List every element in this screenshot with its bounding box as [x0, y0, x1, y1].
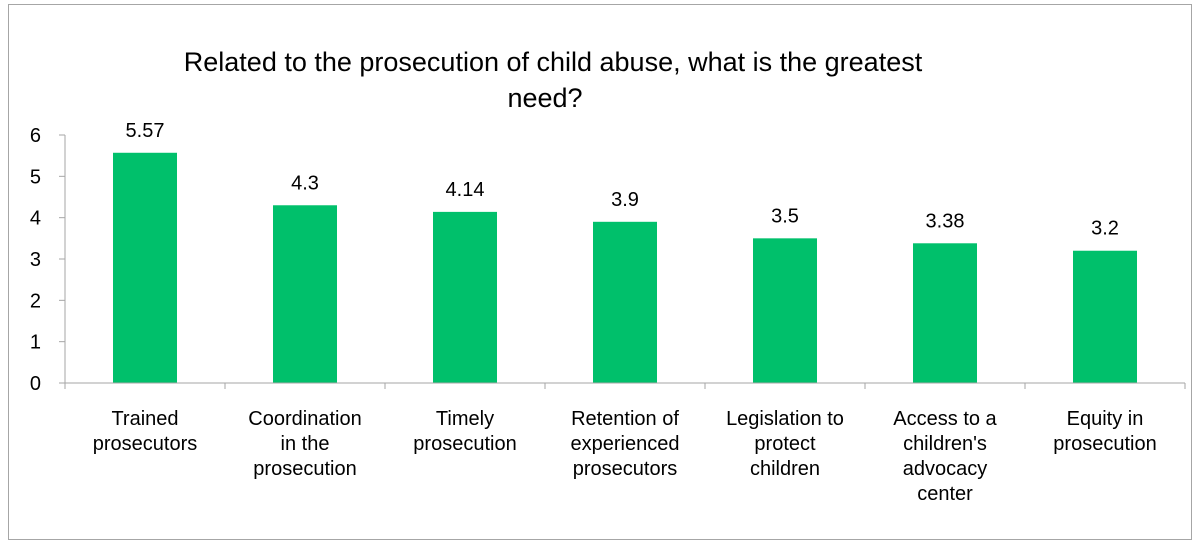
bar	[913, 243, 977, 383]
x-tick-label-line: Timely	[436, 408, 494, 430]
x-tick-label-line: prosecutors	[93, 433, 198, 455]
y-tick-label: 1	[30, 332, 41, 354]
x-tick-label-line: Coordination	[248, 408, 361, 430]
bar	[753, 238, 817, 383]
chart-title-line: Related to the prosecution of child abus…	[184, 47, 923, 77]
y-tick-label: 6	[30, 125, 41, 147]
bar	[593, 221, 657, 383]
x-tick-label-line: experienced	[571, 433, 680, 455]
x-tick-label-line: prosecution	[1053, 433, 1156, 455]
x-axis: Trained prosecutors Coordination in the pros…	[64, 382, 1186, 505]
x-tick-label-line: Trained	[111, 408, 178, 430]
chart-frame: Related to the prosecution of child abus…	[8, 4, 1192, 540]
x-tick-label: Timely prosecution	[413, 408, 516, 455]
y-tick-label: 5	[30, 166, 41, 188]
x-tick-label-line: advocacy	[903, 458, 988, 480]
y-tick-label: 3	[30, 249, 41, 271]
y-tick-label: 0	[30, 373, 41, 395]
data-label: 3.5	[771, 205, 799, 227]
data-label: 3.2	[1091, 218, 1119, 240]
x-tick-label-line: Legislation to	[726, 408, 844, 430]
y-tick-label: 4	[30, 208, 41, 230]
x-tick-label-line: Equity in	[1067, 408, 1144, 430]
data-label: 4.3	[291, 172, 319, 194]
x-tick-label-line: prosecution	[413, 433, 516, 455]
bars	[113, 152, 1137, 383]
bar	[433, 211, 497, 383]
x-tick-label-line: children's	[903, 433, 987, 455]
bar	[273, 205, 337, 383]
y-axis: 0 1 2 3 4 5 6	[30, 125, 66, 395]
x-tick-label: Retention of experienced prosecutors	[571, 408, 680, 480]
x-tick-label: Coordination in the prosecution	[248, 408, 361, 480]
bar	[1073, 250, 1137, 383]
bar-chart: Related to the prosecution of child abus…	[30, 47, 1186, 505]
x-tick-label-line: in the	[281, 433, 330, 455]
x-tick-label-line: prosecution	[253, 458, 356, 480]
y-tick-label: 2	[30, 290, 41, 312]
data-label: 4.14	[446, 179, 485, 201]
data-labels: 5.57 4.3 4.14 3.9 3.5 3.38 3.2	[126, 120, 1119, 240]
x-tick-label: Equity in prosecution	[1053, 408, 1156, 455]
x-tick-label-line: protect	[754, 433, 816, 455]
x-tick-label: Access to a children's advocacy center	[893, 408, 997, 505]
x-tick-label-line: children	[750, 458, 820, 480]
x-tick-label-line: Access to a	[893, 408, 997, 430]
data-label: 3.38	[926, 210, 965, 232]
x-tick-label: Legislation to protect children	[726, 408, 844, 480]
x-tick-label-line: Retention of	[571, 408, 679, 430]
x-tick-label-line: prosecutors	[573, 458, 678, 480]
chart-title-line: need?	[507, 83, 582, 113]
x-tick-label-line: center	[917, 483, 973, 505]
x-tick-label: Trained prosecutors	[93, 408, 198, 455]
data-label: 5.57	[126, 120, 165, 142]
bar	[113, 152, 177, 383]
chart-title: Related to the prosecution of child abus…	[184, 47, 923, 113]
data-label: 3.9	[611, 189, 639, 211]
